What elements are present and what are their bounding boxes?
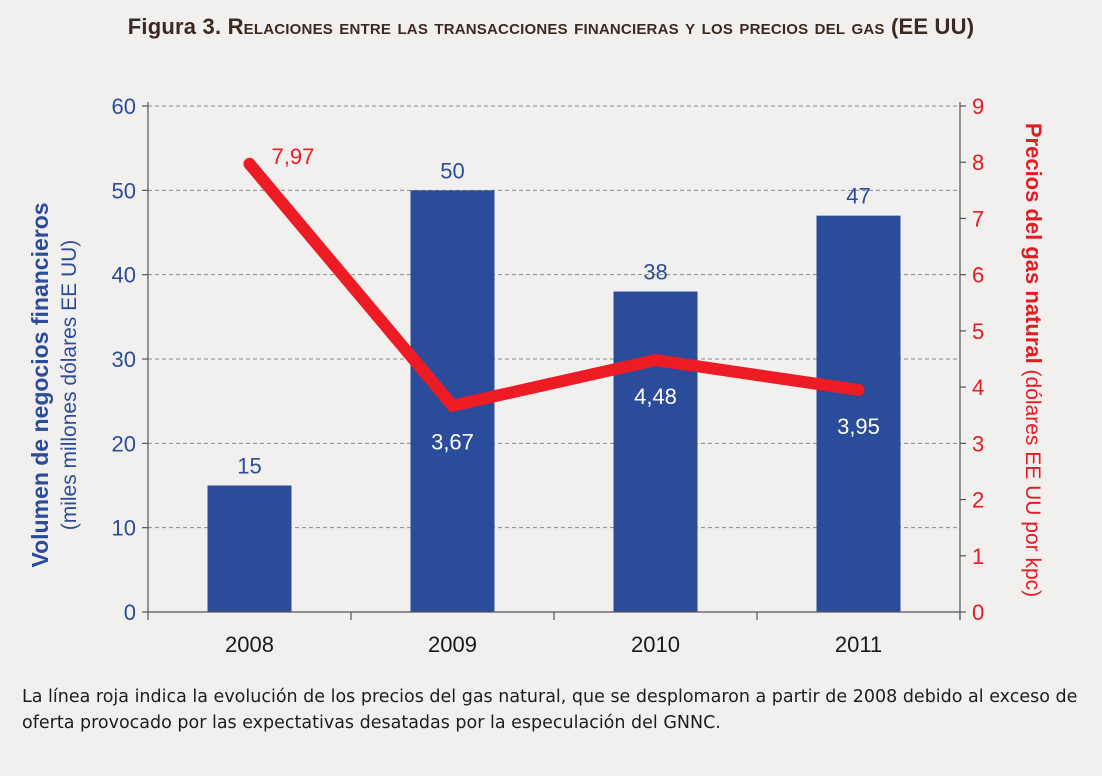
y-axis-right-subtitle: (dólares EE UU por kpc) (1021, 364, 1044, 597)
bar-2010 (613, 291, 698, 612)
title-prefix: Figura 3. (127, 14, 222, 39)
bar-value-label: 15 (237, 454, 261, 479)
figure-caption: La línea roja indica la evolución de los… (22, 687, 1078, 733)
y-tick-label-right: 2 (972, 488, 984, 513)
title-text: Relaciones entre las transacciones finan… (227, 14, 975, 39)
line-value-label: 7,97 (272, 144, 315, 169)
x-tick-label-2009: 2009 (428, 632, 477, 657)
y-tick-label-left: 60 (112, 94, 136, 119)
line-series (243, 157, 865, 413)
y-tick-label-left: 40 (112, 263, 136, 288)
bar-value-label: 38 (643, 260, 667, 285)
y-axis-right-title: Precios del gas natural (dólares EE UU p… (1021, 123, 1046, 597)
y-tick-label-left: 30 (112, 347, 136, 372)
y-tick-label-right: 3 (972, 431, 984, 456)
gas-price-line (243, 157, 865, 413)
y-tick-label-left: 0 (124, 600, 136, 625)
y-axis-left-title: Volumen de negocios financieros (27, 202, 53, 567)
bar-series (207, 190, 901, 613)
y-tick-label-left: 50 (112, 178, 136, 203)
y-tick-label-right: 7 (972, 206, 984, 231)
line-value-label: 4,48 (634, 384, 677, 409)
bar-2008 (207, 485, 292, 612)
gas-price-point-2008 (243, 157, 256, 170)
bar-value-label: 50 (440, 158, 464, 183)
gas-price-point-2009 (446, 399, 459, 412)
line-value-label: 3,95 (837, 414, 880, 439)
gas-price-point-2011 (852, 383, 865, 396)
y-tick-label-right: 8 (972, 150, 984, 175)
bar-value-label: 47 (846, 184, 870, 209)
x-tick-label-2011: 2011 (835, 632, 882, 657)
axes: 0 10 20 30 40 50 60 0 1 2 3 4 5 6 7 8 9 2008 2009 2010 2011 (112, 94, 985, 657)
x-tick-label-2010: 2010 (631, 632, 680, 657)
chart-title: Figura 3. Relaciones entre las transacci… (0, 14, 1102, 40)
y-tick-label-right: 4 (972, 375, 984, 400)
gas-price-point-2010 (649, 354, 662, 367)
x-tick-label-2008: 2008 (225, 632, 274, 657)
y-tick-label-left: 20 (112, 431, 136, 456)
y-tick-label-left: 10 (112, 516, 136, 541)
y-tick-label-right: 1 (972, 544, 984, 569)
y-tick-label-right: 0 (972, 600, 984, 625)
y-axis-right-title-bold: Precios del gas natural (1021, 123, 1046, 364)
y-tick-label-right: 6 (972, 263, 984, 288)
line-value-label: 3,67 (431, 430, 474, 455)
y-tick-label-right: 5 (972, 319, 984, 344)
y-tick-label-right: 9 (972, 94, 984, 119)
axis-titles: Volumen de negocios financieros (miles m… (27, 123, 1046, 597)
bar-2011 (816, 215, 901, 612)
y-axis-left-subtitle: (miles millones dólares EE UU) (58, 240, 81, 531)
data-labels: 15 50 38 47 7,97 3,67 4,48 3,95 (237, 144, 880, 479)
